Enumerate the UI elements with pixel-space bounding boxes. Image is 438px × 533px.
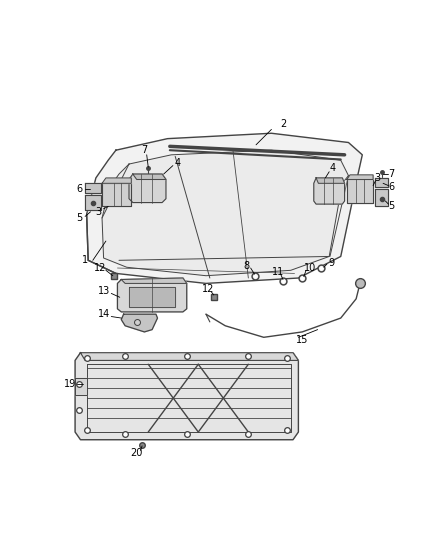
Text: 11: 11 (272, 267, 284, 277)
Polygon shape (121, 314, 158, 332)
Polygon shape (102, 183, 131, 206)
Polygon shape (85, 195, 100, 210)
Polygon shape (117, 278, 187, 312)
Text: 19: 19 (64, 378, 76, 389)
Polygon shape (102, 178, 131, 183)
Polygon shape (347, 180, 373, 203)
Polygon shape (375, 178, 389, 187)
Text: 20: 20 (131, 448, 143, 458)
Polygon shape (375, 189, 389, 206)
Polygon shape (75, 353, 298, 440)
Text: 15: 15 (296, 335, 308, 345)
Text: 4: 4 (330, 163, 336, 173)
Text: 7: 7 (141, 145, 148, 155)
Text: 1: 1 (82, 255, 88, 265)
Polygon shape (133, 174, 166, 180)
Polygon shape (316, 178, 345, 183)
Text: 12: 12 (94, 263, 107, 273)
Text: 3: 3 (95, 207, 101, 217)
Text: 10: 10 (304, 263, 316, 273)
Polygon shape (121, 278, 187, 284)
Text: 9: 9 (328, 257, 335, 268)
Text: 14: 14 (98, 309, 110, 319)
Polygon shape (81, 353, 298, 360)
Polygon shape (129, 174, 166, 203)
Text: 5: 5 (389, 201, 395, 212)
Text: 2: 2 (280, 119, 286, 129)
Polygon shape (85, 183, 100, 193)
Polygon shape (87, 133, 362, 284)
Text: 3: 3 (374, 173, 381, 183)
Text: 8: 8 (244, 261, 250, 271)
Polygon shape (129, 287, 175, 306)
Polygon shape (75, 378, 87, 395)
Text: 12: 12 (202, 284, 215, 294)
Text: 13: 13 (98, 286, 110, 296)
Polygon shape (314, 178, 345, 204)
Polygon shape (102, 150, 349, 276)
Text: 5: 5 (76, 213, 82, 223)
Polygon shape (347, 175, 373, 180)
Text: 6: 6 (389, 182, 395, 192)
Text: 4: 4 (174, 158, 180, 167)
Text: 6: 6 (76, 184, 82, 195)
Text: 7: 7 (389, 169, 395, 179)
